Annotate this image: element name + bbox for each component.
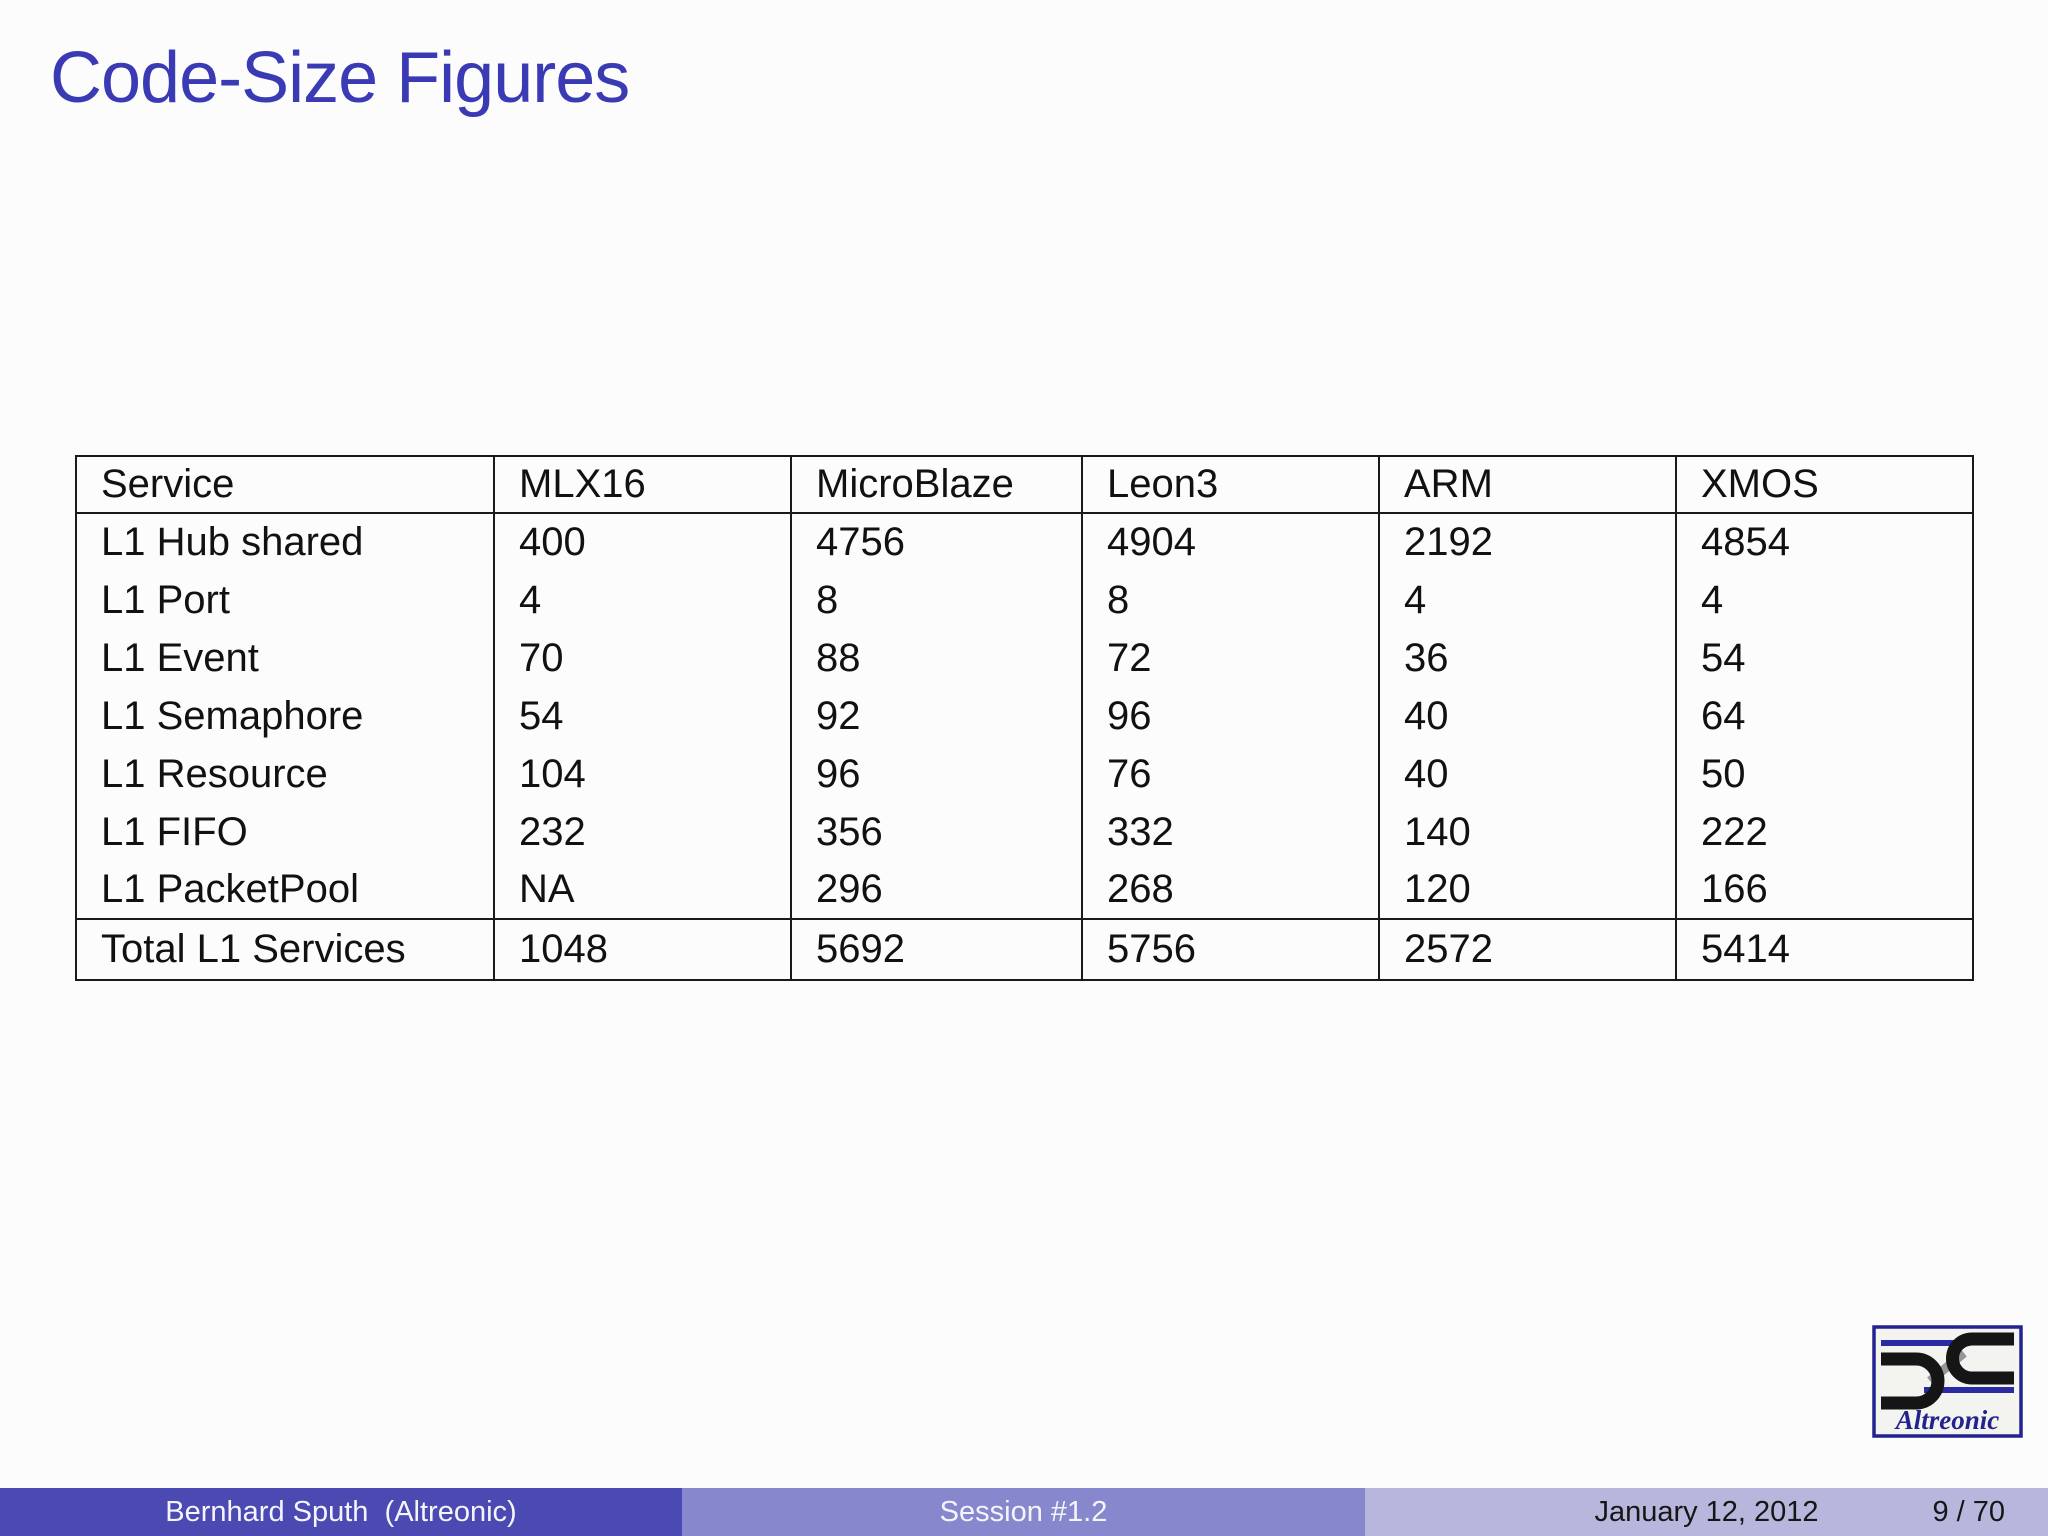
value-cell: 296	[790, 861, 1082, 919]
table-header-row: Service MLX16 MicroBlaze Leon3 ARM XMOS	[76, 456, 1973, 514]
value-cell: 88	[790, 629, 1082, 687]
value-cell: 4854	[1675, 513, 1973, 571]
value-cell: 4756	[790, 513, 1082, 571]
total-label-cell: Total L1 Services	[76, 918, 494, 980]
value-cell: 4	[493, 571, 791, 629]
value-cell: 54	[493, 687, 791, 745]
col-header-mlx16: MLX16	[493, 456, 791, 514]
value-cell: 4904	[1081, 513, 1379, 571]
footline-date-segment: January 12, 2012 9 / 70	[1365, 1488, 2048, 1536]
table-row: L1 Port 4 8 8 4 4	[76, 571, 1973, 629]
page-title: Code-Size Figures	[50, 38, 630, 118]
col-header-arm: ARM	[1378, 456, 1676, 514]
col-header-microblaze: MicroBlaze	[790, 456, 1082, 514]
col-header-leon3: Leon3	[1081, 456, 1379, 514]
value-cell: 232	[493, 803, 791, 861]
value-cell: 332	[1081, 803, 1379, 861]
code-size-table: Service MLX16 MicroBlaze Leon3 ARM XMOS …	[75, 455, 1974, 981]
code-size-table-grid: Service MLX16 MicroBlaze Leon3 ARM XMOS …	[75, 455, 1974, 981]
value-cell: 8	[1081, 571, 1379, 629]
altreonic-logo-text: Altreonic	[1894, 1405, 2000, 1435]
service-cell: L1 Port	[101, 577, 230, 622]
footline: Bernhard Sputh (Altreonic) Session #1.2 …	[0, 1488, 2048, 1536]
total-value-cell: 2572	[1378, 918, 1676, 980]
value-cell: NA	[493, 861, 791, 919]
table-row: L1 Semaphore 54 92 96 40 64	[76, 687, 1973, 745]
table-row: L1 Resource 104 96 76 40 50	[76, 745, 1973, 803]
value-cell: 96	[1081, 687, 1379, 745]
value-cell: 96	[790, 745, 1082, 803]
value-cell: 50	[1675, 745, 1973, 803]
value-cell: 76	[1081, 745, 1379, 803]
altreonic-logo-icon: Altreonic	[1872, 1325, 2023, 1438]
footline-session: Session #1.2	[939, 1495, 1108, 1528]
total-value-cell: 5692	[790, 918, 1082, 980]
table-total-row: Total L1 Services 1048 5692 5756 2572 54…	[76, 918, 1973, 980]
value-cell: 4	[1675, 571, 1973, 629]
value-cell: 64	[1675, 687, 1973, 745]
value-cell: 70	[493, 629, 791, 687]
value-cell: 400	[493, 513, 791, 571]
value-cell: 36	[1378, 629, 1676, 687]
table-row: L1 Hub shared 400 4756 4904 2192 4854	[76, 513, 1973, 571]
total-value-cell: 5756	[1081, 918, 1379, 980]
col-header-service: Service	[76, 456, 494, 514]
service-cell: L1 Hub shared	[101, 520, 364, 564]
value-cell: 222	[1675, 803, 1973, 861]
value-cell: 120	[1378, 861, 1676, 919]
value-cell: 268	[1081, 861, 1379, 919]
value-cell: 166	[1675, 861, 1973, 919]
footline-date: January 12, 2012	[1594, 1495, 1819, 1528]
value-cell: 4	[1378, 571, 1676, 629]
value-cell: 356	[790, 803, 1082, 861]
footline-author-segment: Bernhard Sputh (Altreonic)	[0, 1488, 682, 1536]
value-cell: 54	[1675, 629, 1973, 687]
table-row: L1 Event 70 88 72 36 54	[76, 629, 1973, 687]
total-value-cell: 5414	[1675, 918, 1973, 980]
value-cell: 40	[1378, 745, 1676, 803]
value-cell: 40	[1378, 687, 1676, 745]
col-header-xmos: XMOS	[1675, 456, 1973, 514]
value-cell: 8	[790, 571, 1082, 629]
service-cell: L1 PacketPool	[101, 867, 359, 911]
footline-author: Bernhard Sputh (Altreonic)	[165, 1495, 517, 1528]
footline-page-counter: 9 / 70	[1932, 1495, 2005, 1528]
service-cell: L1 Semaphore	[101, 693, 364, 738]
footline-session-segment: Session #1.2	[682, 1488, 1365, 1536]
value-cell: 140	[1378, 803, 1676, 861]
total-value-cell: 1048	[493, 918, 791, 980]
service-cell: L1 Event	[101, 635, 259, 680]
value-cell: 104	[493, 745, 791, 803]
table-row: L1 PacketPool NA 296 268 120 166	[76, 861, 1973, 919]
value-cell: 2192	[1378, 513, 1676, 571]
value-cell: 72	[1081, 629, 1379, 687]
value-cell: 92	[790, 687, 1082, 745]
service-cell: L1 FIFO	[101, 809, 248, 854]
table-row: L1 FIFO 232 356 332 140 222	[76, 803, 1973, 861]
service-cell: L1 Resource	[101, 751, 328, 796]
altreonic-logo: Altreonic	[1872, 1325, 2023, 1438]
